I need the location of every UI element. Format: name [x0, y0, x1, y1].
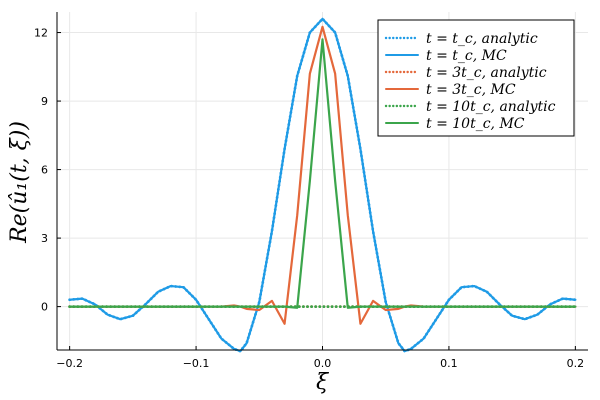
legend-label-6: t = 10t_c, MC	[426, 116, 525, 132]
y-tick-label: 6	[41, 164, 48, 177]
legend-label-1: t = t_c, analytic	[426, 31, 538, 47]
y-tick-label: 9	[41, 95, 48, 108]
x-tick-label: −0.2	[56, 357, 83, 370]
x-tick-label: 0.1	[440, 357, 458, 370]
y-tick-label: 0	[41, 301, 48, 314]
series-line-2	[68, 17, 577, 353]
legend-label-5: t = 10t_c, analytic	[426, 99, 556, 115]
legend-label-2: t = t_c, MC	[426, 48, 507, 64]
x-tick-label: −0.1	[183, 357, 210, 370]
legend-label-3: t = 3t_c, analytic	[426, 65, 547, 81]
y-tick-label: 12	[34, 27, 48, 40]
y-tick-label: 3	[41, 232, 48, 245]
tick-labels: −0.2 −0.1 0.0 0.1 0.2 0 3 6 9 12	[34, 27, 584, 370]
x-axis-label: ξ	[316, 370, 330, 395]
series-line-6	[68, 38, 577, 309]
x-tick-label: 0.2	[567, 357, 585, 370]
legend-label-4: t = 3t_c, MC	[426, 82, 516, 98]
legend-box	[377, 19, 575, 137]
x-tick-label: 0.0	[314, 357, 332, 370]
y-axis-label: Re(û₁(t, ξ))	[7, 121, 32, 244]
plot-area	[68, 17, 577, 353]
